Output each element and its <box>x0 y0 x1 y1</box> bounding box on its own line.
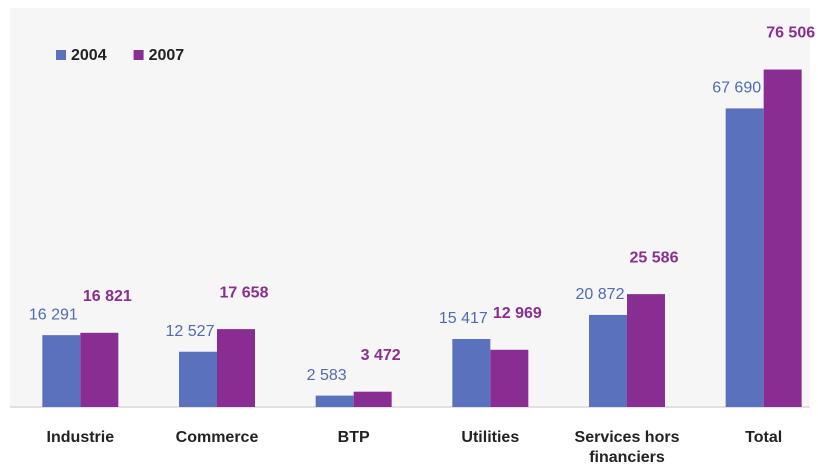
bar <box>315 395 354 407</box>
legend-label: 2007 <box>149 47 185 64</box>
bar <box>452 338 491 407</box>
bar <box>353 391 392 407</box>
value-label: 67 690 <box>712 80 761 97</box>
bar <box>217 329 255 407</box>
bar <box>589 314 627 407</box>
value-label: 12 527 <box>166 323 215 340</box>
bar <box>763 69 802 408</box>
legend-swatch <box>133 50 144 60</box>
value-label: 16 821 <box>83 288 132 305</box>
value-label: 25 586 <box>630 249 679 266</box>
bar <box>725 108 764 407</box>
value-label: 15 417 <box>439 310 488 327</box>
value-label: 3 472 <box>361 347 401 364</box>
value-label: 2 583 <box>307 367 347 384</box>
bar <box>490 349 529 407</box>
x-tick-label: Utilities <box>461 429 520 446</box>
value-label: 17 658 <box>220 284 269 301</box>
bar <box>80 332 119 407</box>
bar <box>179 351 217 407</box>
value-label: 76 506 <box>766 25 815 42</box>
value-label: 16 291 <box>29 306 78 323</box>
plot-background <box>10 8 810 408</box>
x-tick-label: Total <box>745 429 783 446</box>
bar <box>42 335 81 407</box>
bar <box>627 294 665 407</box>
x-tick-label: Industrie <box>46 429 115 446</box>
legend-swatch <box>56 50 66 60</box>
value-label: 12 969 <box>493 305 542 322</box>
x-tick-label: Services hors financiers <box>574 429 680 466</box>
x-tick-label: Commerce <box>175 429 259 446</box>
x-tick-label: BTP <box>337 429 370 446</box>
value-label: 20 872 <box>576 286 625 303</box>
legend-label: 2004 <box>71 47 107 64</box>
